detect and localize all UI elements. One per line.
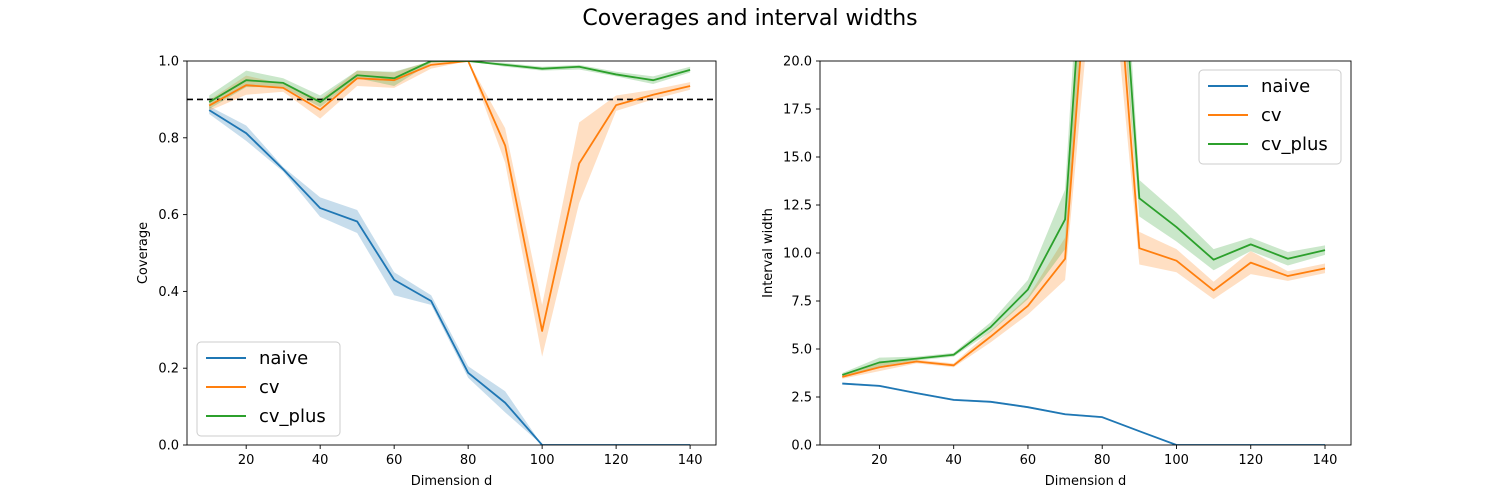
figure-title: Coverages and interval widths xyxy=(582,6,918,31)
legend-box xyxy=(196,341,341,437)
y-tick-label: 0.0 xyxy=(791,439,812,454)
x-tick-label: 100 xyxy=(530,453,555,468)
y-tick-label: 20.0 xyxy=(783,55,812,70)
plot-area xyxy=(187,61,716,445)
x-tick-label: 140 xyxy=(1313,453,1338,468)
legend: naive cv cv_plus xyxy=(1198,69,1342,165)
series-line-cv_plus xyxy=(208,61,691,103)
legend-box xyxy=(1198,69,1342,165)
legend-label-cv: cv xyxy=(1261,105,1282,126)
series-line-cv xyxy=(208,61,691,332)
band-cv_plus xyxy=(842,61,1326,377)
chart-1: 20 40 60 80 100 120 140 0.0 0.2 0.4 0.6 0.8 1.0 Dimen… xyxy=(136,55,717,489)
x-tick-label: 120 xyxy=(604,453,629,468)
legend: naive cv cv_plus xyxy=(196,341,341,437)
plot-area xyxy=(841,61,1326,445)
x-tick-label: 40 xyxy=(312,453,329,468)
y-axis-label: Coverage xyxy=(136,222,151,284)
x-tick-label: 100 xyxy=(1164,453,1189,468)
band-naive xyxy=(209,106,691,445)
series-line-cv_plus xyxy=(841,61,1326,376)
x-axis-label: Dimension d xyxy=(1045,474,1127,489)
band-cv xyxy=(842,61,1326,379)
chart-2: 20 40 60 80 100 120 140 0.0 2.5 5.0 7.5 10.0 12.5 15.… xyxy=(761,55,1352,489)
series-line-naive xyxy=(208,109,691,445)
axes-frame xyxy=(186,60,717,446)
series-line-cv xyxy=(842,61,1326,378)
legend-label-cv: cv xyxy=(259,377,280,398)
y-tick-label: 0.8 xyxy=(158,131,179,146)
legend-label-cv_plus: cv_plus xyxy=(1261,134,1328,155)
x-tick-label: 40 xyxy=(945,453,962,468)
y-tick-label: 15.0 xyxy=(783,151,812,166)
y-tick-label: 1.0 xyxy=(158,55,179,70)
x-axis-label: Dimension d xyxy=(411,474,493,489)
legend-label-cv_plus: cv_plus xyxy=(259,406,326,427)
y-tick-label: 0.6 xyxy=(158,208,179,223)
x-tick-label: 140 xyxy=(678,453,703,468)
y-tick-label: 2.5 xyxy=(791,391,812,406)
legend-label-naive: naive xyxy=(259,348,308,369)
y-axis-label: Interval width xyxy=(761,208,776,298)
band-cv_plus xyxy=(209,61,691,109)
y-tick-label: 12.5 xyxy=(783,199,812,214)
x-tick-label: 80 xyxy=(1094,453,1111,468)
y-tick-label: 0.4 xyxy=(158,285,179,300)
x-tick-label: 20 xyxy=(871,453,888,468)
y-tick-label: 5.0 xyxy=(791,343,812,358)
x-tick-label: 60 xyxy=(1020,453,1037,468)
y-tick-label: 10.0 xyxy=(783,247,812,262)
series-line-naive xyxy=(842,382,1326,445)
y-tick-label: 17.5 xyxy=(783,103,812,118)
x-tick-label: 120 xyxy=(1238,453,1263,468)
legend-label-naive: naive xyxy=(1261,76,1310,97)
x-tick-label: 80 xyxy=(460,453,477,468)
x-tick-label: 20 xyxy=(238,453,255,468)
x-tick-label: 60 xyxy=(386,453,403,468)
y-tick-label: 0.0 xyxy=(158,439,179,454)
y-tick-label: 0.2 xyxy=(158,362,179,377)
band-cv xyxy=(209,61,691,357)
y-tick-label: 7.5 xyxy=(791,295,812,310)
